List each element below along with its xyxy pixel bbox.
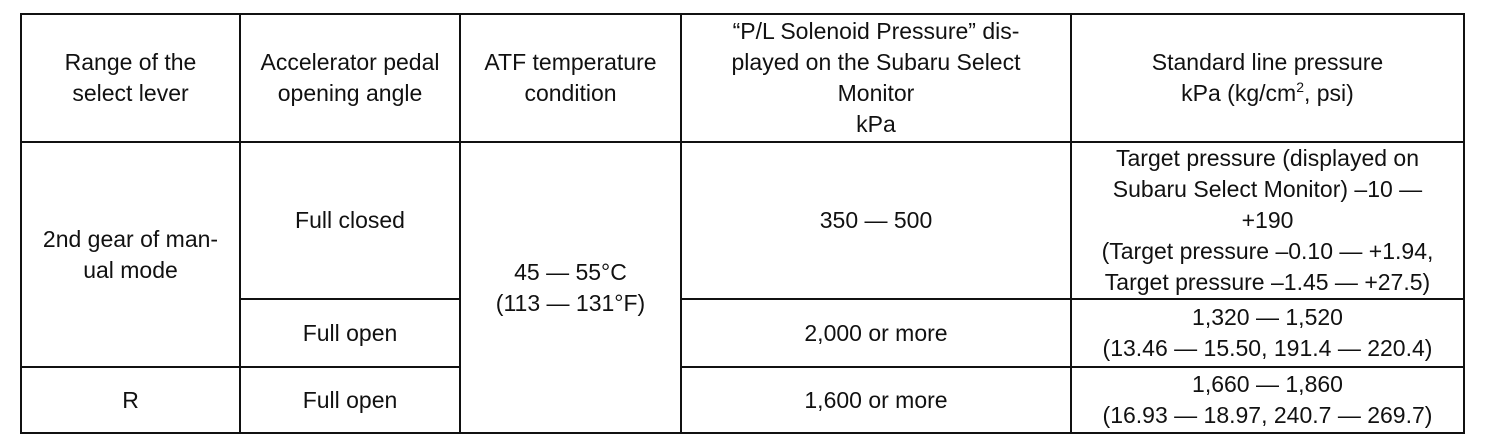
header-pedal-line-2: opening angle	[277, 80, 423, 106]
pl-cell: 350 — 500	[680, 141, 1072, 300]
table-header-row: Range of the select lever Accelerator pe…	[20, 13, 1465, 143]
header-std-unit-pre: kPa (kg/cm	[1181, 80, 1297, 106]
std-cell: Target pressure (displayed on Subaru Sel…	[1070, 141, 1465, 300]
header-atf-cell: ATF temperature condition	[459, 13, 682, 143]
header-std-cell: Standard line pressure kPa (kg/cm2, psi)	[1070, 13, 1465, 143]
std-line-1: 1,660 — 1,860	[1192, 371, 1343, 397]
std-line-5: Target pressure –1.45 — +27.5)	[1104, 269, 1431, 295]
header-range-line-2: select lever	[72, 80, 189, 106]
std-line-2: Subaru Select Monitor) –10 —	[1112, 176, 1423, 202]
atf-line-1: 45 — 55°C	[514, 258, 627, 285]
std-line-2: (13.46 — 15.50, 191.4 — 220.4)	[1102, 335, 1433, 361]
std-cell: 1,320 — 1,520 (13.46 — 15.50, 191.4 — 22…	[1070, 298, 1465, 368]
std-cell: 1,660 — 1,860 (16.93 — 18.97, 240.7 — 26…	[1070, 366, 1465, 434]
header-pl-line-3: Monitor	[837, 80, 915, 106]
header-atf-line-1: ATF temperature	[484, 49, 657, 75]
std-line-3: +190	[1241, 207, 1294, 233]
range-cell: 2nd gear of man- ual mode	[20, 141, 241, 368]
pedal-value: Full open	[302, 386, 398, 413]
range-cell: R	[20, 366, 241, 434]
header-pedal-cell: Accelerator pedal opening angle	[239, 13, 461, 143]
header-atf-line-2: condition	[524, 80, 617, 106]
header-pl-line-1: “P/L Solenoid Pressure” dis-	[732, 18, 1020, 44]
pedal-cell: Full open	[239, 298, 461, 368]
header-std-unit-post: , psi)	[1303, 80, 1354, 106]
header-std-unit: kPa (kg/cm2, psi)	[1080, 78, 1455, 109]
range-value: R	[122, 386, 139, 413]
range-line-1: 2nd gear of man-	[42, 225, 219, 252]
header-range-cell: Range of the select lever	[20, 13, 241, 143]
atf-cell: 45 — 55°C (113 — 131°F)	[459, 141, 682, 434]
atf-line-2: (113 — 131°F)	[495, 289, 646, 316]
pedal-cell: Full open	[239, 366, 461, 434]
range-line-2: ual mode	[83, 256, 178, 283]
table-row: R Full open 1,600 or more 1,660 — 1,860 …	[20, 366, 1465, 434]
header-std-unit-sup: 2	[1296, 79, 1304, 95]
pl-cell: 1,600 or more	[680, 366, 1072, 434]
header-pl-line-2: played on the Subaru Select	[731, 49, 1021, 75]
header-pl-line-4: kPa	[856, 111, 896, 137]
pl-value: 2,000 or more	[804, 319, 948, 346]
pedal-cell: Full closed	[239, 141, 461, 300]
pedal-value: Full open	[302, 319, 398, 346]
std-line-2: (16.93 — 18.97, 240.7 — 269.7)	[1102, 402, 1433, 428]
header-range-line-1: Range of the	[64, 49, 197, 75]
pl-value: 350 — 500	[819, 207, 933, 233]
std-line-4: (Target pressure –0.10 — +1.94,	[1101, 238, 1434, 264]
pedal-value: Full closed	[295, 207, 405, 233]
header-pedal-line-1: Accelerator pedal	[260, 49, 440, 75]
pl-value: 1,600 or more	[804, 386, 948, 413]
pl-cell: 2,000 or more	[680, 298, 1072, 368]
std-line-1: 1,320 — 1,520	[1192, 304, 1343, 330]
table-row: Full open 2,000 or more 1,320 — 1,520 (1…	[21, 298, 1465, 368]
header-pl-cell: “P/L Solenoid Pressure” dis- played on t…	[680, 13, 1072, 143]
table-row: 2nd gear of man- ual mode Full closed 45…	[20, 141, 1465, 434]
header-std-line-1: Standard line pressure	[1151, 49, 1384, 75]
std-line-1: Target pressure (displayed on	[1116, 145, 1419, 171]
line-pressure-spec-table: Range of the select lever Accelerator pe…	[20, 13, 1465, 434]
